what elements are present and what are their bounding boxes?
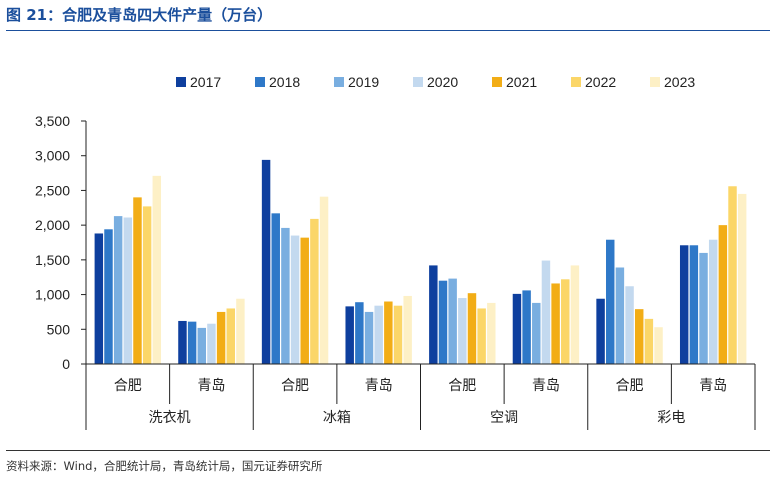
legend-label: 2018	[269, 74, 300, 90]
bar-2020	[123, 217, 133, 364]
y-tick-label: 1,000	[35, 287, 70, 303]
bar-2018	[355, 302, 364, 364]
bar-2018	[104, 229, 113, 364]
y-tick-label: 500	[47, 321, 71, 337]
bar-2022	[644, 318, 654, 364]
bar-2023	[737, 193, 747, 364]
legend-label: 2017	[190, 74, 221, 90]
bar-2020	[207, 323, 216, 364]
bar-2021	[216, 311, 226, 364]
bar-2018	[522, 290, 531, 364]
bar-2023	[487, 302, 496, 364]
bar-2019	[448, 278, 457, 364]
bar-2022	[226, 308, 235, 364]
bar-2021	[634, 309, 644, 364]
legend-swatch-2021	[492, 77, 502, 87]
x-city-label: 青岛	[532, 378, 560, 394]
legend-swatch-2022	[571, 77, 581, 87]
source-divider	[6, 450, 770, 451]
x-city-label: 合肥	[281, 378, 309, 394]
bar-chart: 2017 2018 2019 2020 2021 2022 2023 0 500 1,000 1,…	[35, 74, 756, 430]
bar-2021	[718, 225, 728, 364]
bar-2022	[310, 218, 319, 364]
y-tick-label: 2,500	[35, 182, 70, 198]
bar-2018	[689, 245, 699, 364]
x-city-label: 合肥	[616, 378, 644, 394]
x-city-label: 青岛	[699, 378, 727, 394]
chart-legend: 2017 2018 2019 2020 2021 2022 2023	[176, 74, 695, 90]
bar-2019	[364, 311, 374, 364]
bar-2019	[113, 216, 123, 364]
bar-2019	[197, 327, 207, 364]
x-city-label: 合肥	[448, 378, 476, 394]
legend-swatch-2023	[650, 77, 660, 87]
bar-2018	[438, 280, 448, 364]
bar-2019	[699, 252, 708, 364]
legend-label: 2023	[664, 74, 695, 90]
bar-2017	[261, 159, 271, 364]
x-city-label: 青岛	[197, 378, 225, 394]
bar-2023	[236, 298, 245, 364]
bar-2020	[541, 260, 551, 364]
legend-swatch-2017	[176, 77, 186, 87]
bar-2021	[467, 293, 477, 364]
bar-2023	[403, 295, 412, 364]
bar-2020	[708, 239, 718, 364]
bar-2020	[458, 298, 467, 364]
bar-2017	[94, 233, 104, 364]
bar-2017	[178, 320, 187, 364]
bar-2022	[561, 279, 570, 364]
x-group-label: 冰箱	[323, 410, 351, 426]
legend-label: 2021	[506, 74, 537, 90]
legend-label: 2022	[585, 74, 616, 90]
bar-2022	[728, 186, 737, 364]
bar-2017	[345, 306, 354, 364]
bar-2023	[654, 327, 663, 364]
chart-bars	[94, 159, 747, 364]
bar-2023	[570, 265, 580, 364]
bar-2017	[429, 265, 438, 364]
bar-2023	[319, 196, 329, 364]
x-group-label: 空调	[490, 410, 518, 426]
bar-2022	[393, 305, 403, 364]
title-divider	[6, 30, 770, 31]
bar-2017	[596, 298, 605, 364]
bar-2018	[606, 239, 615, 364]
bar-2020	[374, 305, 383, 364]
bar-2019	[281, 227, 290, 364]
bar-2019	[615, 267, 625, 364]
bar-2021	[300, 237, 309, 364]
x-group-label: 彩电	[657, 410, 685, 426]
bar-2018	[187, 321, 197, 364]
legend-label: 2020	[427, 74, 458, 90]
bar-2022	[477, 308, 486, 364]
bar-2021	[551, 283, 560, 364]
legend-swatch-2019	[334, 77, 344, 87]
bar-2022	[142, 206, 152, 364]
bar-2018	[271, 213, 280, 364]
source-note: 资料来源：Wind，合肥统计局，青岛统计局，国元证券研究所	[6, 459, 323, 473]
y-tick-label: 1,500	[35, 252, 70, 268]
bar-2019	[532, 302, 541, 364]
bar-2017	[512, 293, 522, 364]
bar-2021	[133, 197, 142, 364]
y-tick-label: 3,500	[35, 113, 70, 129]
y-tick-label: 0	[62, 356, 70, 372]
bar-2017	[679, 245, 689, 364]
x-city-label: 合肥	[114, 378, 142, 394]
legend-swatch-2020	[413, 77, 423, 87]
bar-2020	[290, 235, 300, 364]
bar-2021	[384, 301, 393, 364]
y-tick-label: 2,000	[35, 217, 70, 233]
x-group-label: 洗衣机	[149, 410, 191, 426]
x-city-label: 青岛	[365, 378, 393, 394]
figure-title: 图 21：合肥及青岛四大件产量（万台）	[6, 6, 273, 24]
bar-2023	[152, 175, 162, 364]
legend-label: 2019	[348, 74, 379, 90]
legend-swatch-2018	[255, 77, 265, 87]
y-tick-label: 3,000	[35, 148, 70, 164]
bar-2020	[625, 286, 634, 364]
